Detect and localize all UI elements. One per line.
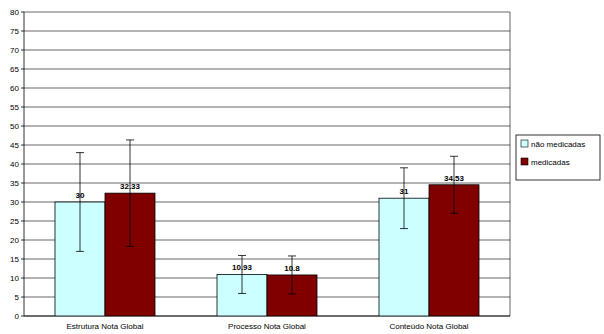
data-label: 32.33	[120, 182, 141, 191]
tick-label: 60	[10, 84, 19, 93]
tick-label: 65	[10, 65, 19, 74]
tick-label: 80	[10, 8, 19, 17]
grid-line	[24, 107, 510, 108]
category-label: Conteúdo Nota Global	[389, 322, 468, 331]
error-bar	[288, 256, 296, 294]
tick-mark	[21, 278, 24, 279]
grid-line	[24, 126, 510, 127]
legend: não medicadas medicadas	[516, 135, 600, 180]
grid-line	[24, 31, 510, 32]
error-bar	[126, 140, 134, 246]
legend-label: não medicadas	[531, 140, 585, 149]
tick-mark	[21, 297, 24, 298]
tick-mark	[21, 31, 24, 32]
legend-swatch	[521, 140, 528, 147]
tick-mark	[21, 202, 24, 203]
grid-line	[24, 69, 510, 70]
tick-label: 10	[10, 274, 19, 283]
grid-line	[24, 145, 510, 146]
tick-label: 40	[10, 160, 19, 169]
legend-label: medicadas	[531, 158, 570, 167]
tick-mark	[21, 145, 24, 146]
data-label: 10.93	[232, 263, 253, 272]
legend-swatch	[521, 158, 528, 165]
tick-mark	[21, 240, 24, 241]
data-label: 10.8	[284, 264, 300, 273]
tick-mark	[21, 316, 24, 317]
chart-svg: 0 5 10 15 20 25 30 35 40 45 50 55 60 65 70 75 80 Estrutur…	[0, 0, 604, 334]
data-label: 31	[400, 187, 409, 196]
tick-label: 45	[10, 141, 19, 150]
error-bar	[76, 153, 84, 252]
y-axis	[24, 12, 25, 316]
data-label: 30	[76, 191, 85, 200]
grid-line	[24, 88, 510, 89]
category-label: Estrutura Nota Global	[67, 322, 144, 331]
grid-line	[24, 12, 510, 13]
tick-mark	[21, 12, 24, 13]
bars	[55, 140, 479, 316]
tick-label: 30	[10, 198, 19, 207]
tick-mark	[21, 126, 24, 127]
frame	[510, 12, 511, 316]
data-label: 34.53	[444, 174, 465, 183]
tick-label: 25	[10, 217, 19, 226]
grid-line	[24, 183, 510, 184]
tick-label: 50	[10, 122, 19, 131]
tick-mark	[21, 50, 24, 51]
tick-mark	[21, 183, 24, 184]
tick-label: 5	[15, 293, 20, 302]
tick-label: 70	[10, 46, 19, 55]
error-bar	[400, 168, 408, 229]
grid-line	[24, 50, 510, 51]
tick-mark	[21, 107, 24, 108]
category-label: Processo Nota Global	[228, 322, 306, 331]
tick-label: 20	[10, 236, 19, 245]
grid-line	[24, 164, 510, 165]
chart-container: 0 5 10 15 20 25 30 35 40 45 50 55 60 65 70 75 80 Estrutur…	[0, 0, 604, 334]
error-bar	[450, 156, 458, 213]
tick-label: 35	[10, 179, 19, 188]
tick-label: 75	[10, 27, 19, 36]
tick-mark	[21, 164, 24, 165]
tick-label: 55	[10, 103, 19, 112]
error-bar	[238, 255, 246, 293]
tick-mark	[21, 259, 24, 260]
tick-mark	[21, 88, 24, 89]
tick-mark	[21, 221, 24, 222]
tick-mark	[21, 69, 24, 70]
legend-box	[516, 135, 600, 180]
labels: Estrutura Nota Global 30 32.33 Processo Not…	[67, 174, 469, 331]
tick-label: 15	[10, 255, 19, 264]
tick-label: 0	[15, 312, 20, 321]
